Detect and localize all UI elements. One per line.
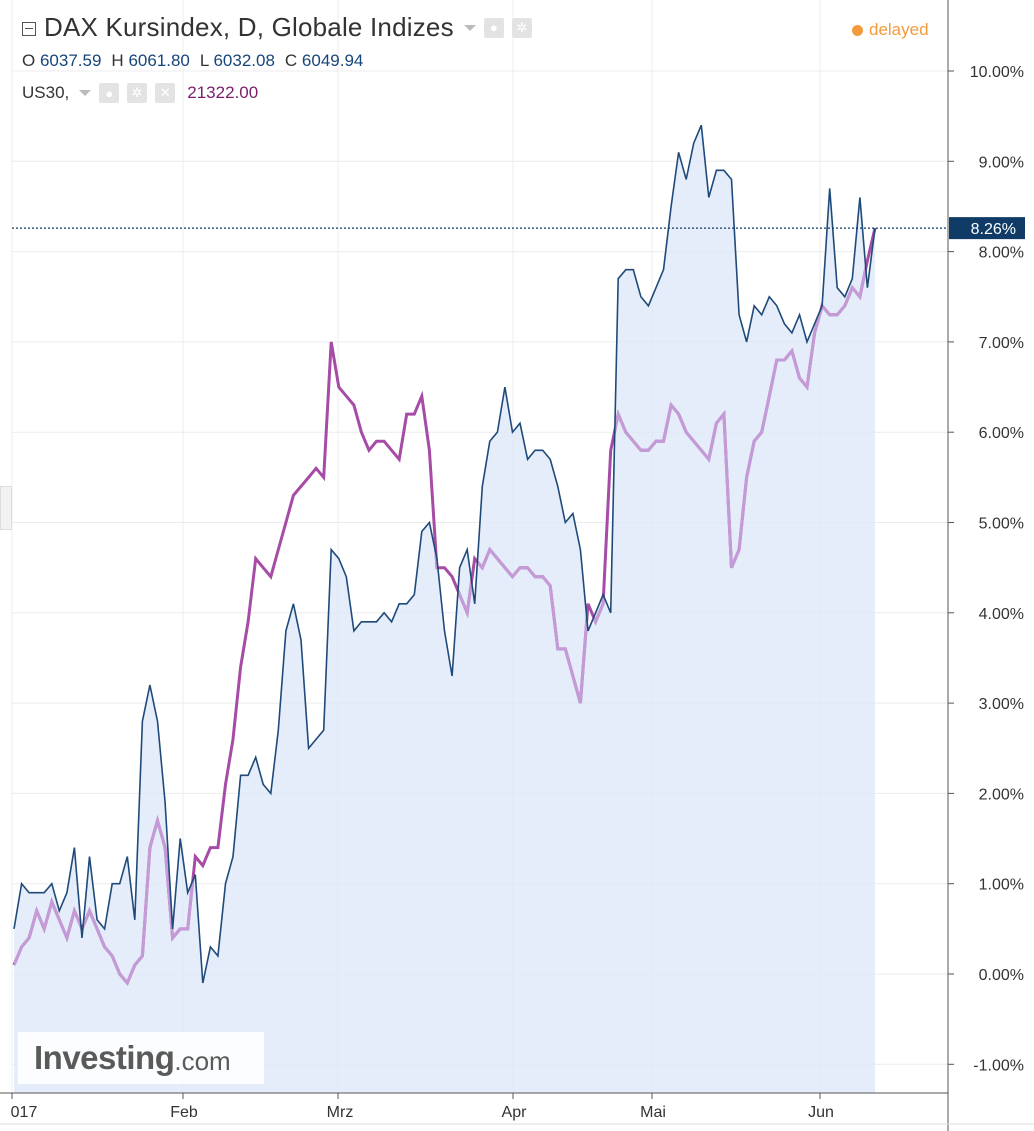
y-axis: 10.00% 9.00% 8.00% 7.00% 6.00% 5.00% 4.00% 3.00… [948, 64, 1024, 1074]
delayed-status: delayed [852, 20, 929, 40]
compare-series-row: US30, ● ✲ ✕ 21322.00 [22, 83, 532, 103]
y-tick-label: 8.00% [979, 245, 1024, 262]
compare-close-icon[interactable]: ✕ [155, 83, 176, 103]
logo-brand: Investing [34, 1039, 175, 1076]
investing-logo: Investing .com [18, 1032, 264, 1084]
ohlc-values: O 6037.59 H 6061.80 L 6032.08 C 6049.94 [22, 51, 532, 71]
x-axis: 017 Feb Mrz Apr Mai Jun [11, 1093, 834, 1121]
dax-area-fill [14, 125, 875, 1093]
x-tick-label: Mrz [327, 1104, 354, 1121]
x-tick-label: Mai [640, 1104, 666, 1121]
y-tick-label: -1.00% [973, 1057, 1024, 1074]
last-value-label: 8.26% [971, 221, 1016, 238]
last-value-badge: 8.26% [949, 217, 1025, 240]
y-tick-label: 0.00% [979, 967, 1024, 984]
y-tick-label: 7.00% [979, 335, 1024, 352]
y-tick-label: 9.00% [979, 154, 1024, 171]
collapse-icon[interactable] [22, 21, 36, 36]
compare-eye-icon[interactable]: ● [99, 83, 120, 103]
chevron-down-icon[interactable] [463, 24, 476, 31]
compare-gear-icon[interactable]: ✲ [127, 83, 148, 103]
y-tick-label: 2.00% [979, 786, 1024, 803]
ohlc-high: H 6061.80 [111, 51, 190, 70]
compare-chevron-down-icon[interactable] [79, 90, 92, 96]
x-tick-label: Feb [170, 1104, 198, 1121]
y-tick-label: 4.00% [979, 606, 1024, 623]
x-tick-label: Jun [808, 1104, 834, 1121]
y-tick-label: 1.00% [979, 877, 1024, 894]
side-panel-handle[interactable] [0, 486, 12, 530]
logo-domain: .com [174, 1045, 231, 1076]
y-tick-label: 5.00% [979, 516, 1024, 533]
y-tick-label: 10.00% [970, 64, 1024, 81]
chart-legend: DAX Kursindex, D, Globale Indizes ● ✲ O … [22, 12, 532, 103]
ohlc-close: C 6049.94 [284, 51, 364, 70]
gear-icon[interactable]: ✲ [511, 17, 532, 38]
eye-icon[interactable]: ● [483, 17, 504, 38]
y-tick-label: 6.00% [979, 425, 1024, 442]
compare-symbol[interactable]: US30, [22, 83, 70, 102]
x-tick-label: 017 [11, 1104, 38, 1121]
status-dot-icon [852, 24, 863, 36]
y-tick-label: 3.00% [979, 696, 1024, 713]
ohlc-open: O 6037.59 [22, 51, 102, 70]
status-text: delayed [869, 20, 929, 39]
last-value-badge-bg [949, 217, 1025, 240]
dax-line [13, 124, 876, 984]
x-tick-label: Apr [502, 1104, 528, 1121]
chart-title[interactable]: DAX Kursindex, D, Globale Indizes [44, 12, 454, 42]
ohlc-low: L 6032.08 [199, 51, 275, 70]
compare-value: 21322.00 [187, 83, 259, 102]
